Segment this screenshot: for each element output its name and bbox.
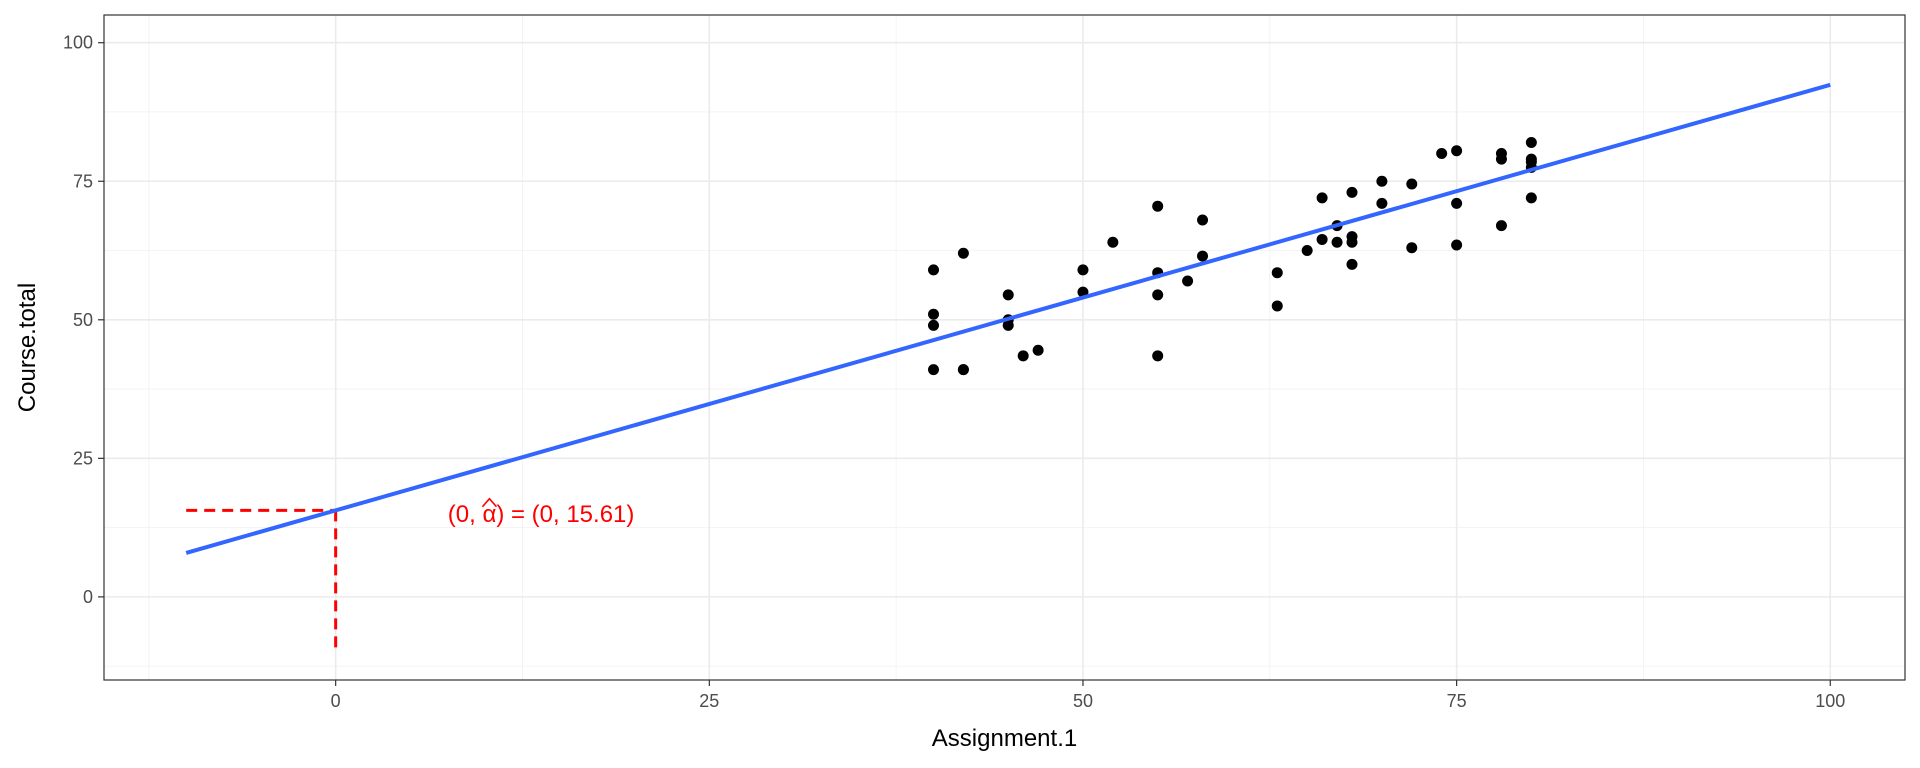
data-point bbox=[1451, 239, 1463, 251]
data-point bbox=[1346, 236, 1358, 248]
data-point bbox=[928, 319, 940, 331]
data-point bbox=[957, 364, 969, 376]
y-axis-ticks: 0 25 50 75 100 bbox=[63, 33, 104, 607]
data-point bbox=[1107, 236, 1119, 248]
annotation-hat bbox=[481, 497, 498, 508]
data-point bbox=[928, 264, 940, 276]
data-point bbox=[1197, 250, 1209, 262]
x-tick-label: 0 bbox=[331, 691, 341, 711]
data-point bbox=[1436, 148, 1448, 160]
x-tick-label: 75 bbox=[1447, 691, 1467, 711]
data-point bbox=[1017, 350, 1029, 362]
data-point bbox=[1451, 145, 1463, 157]
minor-gridlines bbox=[104, 15, 1905, 680]
y-tick-label: 75 bbox=[73, 171, 93, 191]
x-tick-label: 50 bbox=[1073, 691, 1093, 711]
x-tick-label: 25 bbox=[699, 691, 719, 711]
data-point bbox=[1346, 258, 1358, 270]
data-points bbox=[928, 136, 1537, 376]
y-tick-label: 100 bbox=[63, 33, 93, 53]
x-tick-label: 100 bbox=[1815, 691, 1845, 711]
data-point bbox=[1525, 136, 1537, 148]
y-tick-label: 25 bbox=[73, 448, 93, 468]
data-point bbox=[928, 364, 940, 376]
data-point bbox=[1301, 245, 1313, 257]
data-point bbox=[1002, 289, 1014, 301]
data-point bbox=[1271, 267, 1283, 279]
data-point bbox=[1376, 175, 1388, 187]
annotation-symbol: α bbox=[482, 501, 496, 528]
y-axis-title: Course.total bbox=[14, 283, 41, 412]
data-point bbox=[1152, 200, 1164, 212]
data-point bbox=[1271, 300, 1283, 312]
data-point bbox=[928, 308, 940, 320]
data-point bbox=[1495, 153, 1507, 165]
data-point bbox=[1525, 192, 1537, 204]
intercept-annotation: (0, α) = (0, 15.61) bbox=[448, 501, 635, 528]
data-point bbox=[1346, 186, 1358, 198]
data-point bbox=[1152, 289, 1164, 301]
data-point bbox=[1331, 236, 1343, 248]
y-tick-label: 50 bbox=[73, 310, 93, 330]
data-point bbox=[957, 247, 969, 259]
data-point bbox=[1197, 214, 1209, 226]
data-point bbox=[1002, 319, 1014, 331]
data-point bbox=[1406, 178, 1418, 190]
panel-border bbox=[103, 14, 1906, 681]
annotation-suffix: ) = (0, 15.61) bbox=[496, 501, 634, 528]
major-gridlines bbox=[104, 15, 1905, 680]
y-tick-label: 0 bbox=[83, 587, 93, 607]
data-point bbox=[1316, 192, 1328, 204]
x-axis-title: Assignment.1 bbox=[932, 725, 1077, 752]
data-point bbox=[1376, 197, 1388, 209]
data-point bbox=[1032, 344, 1044, 356]
data-point bbox=[1406, 242, 1418, 254]
data-point bbox=[1077, 264, 1089, 276]
annotation-prefix: (0, bbox=[448, 501, 483, 528]
x-axis-ticks: 0 25 50 75 100 bbox=[331, 680, 1845, 711]
data-point bbox=[1182, 275, 1194, 287]
data-point bbox=[1495, 220, 1507, 232]
intercept-guides bbox=[186, 508, 338, 653]
data-point bbox=[1451, 197, 1463, 209]
data-point bbox=[1152, 350, 1164, 362]
data-point bbox=[1316, 233, 1328, 245]
regression-line bbox=[185, 82, 1831, 555]
regression-line-group bbox=[185, 82, 1831, 555]
